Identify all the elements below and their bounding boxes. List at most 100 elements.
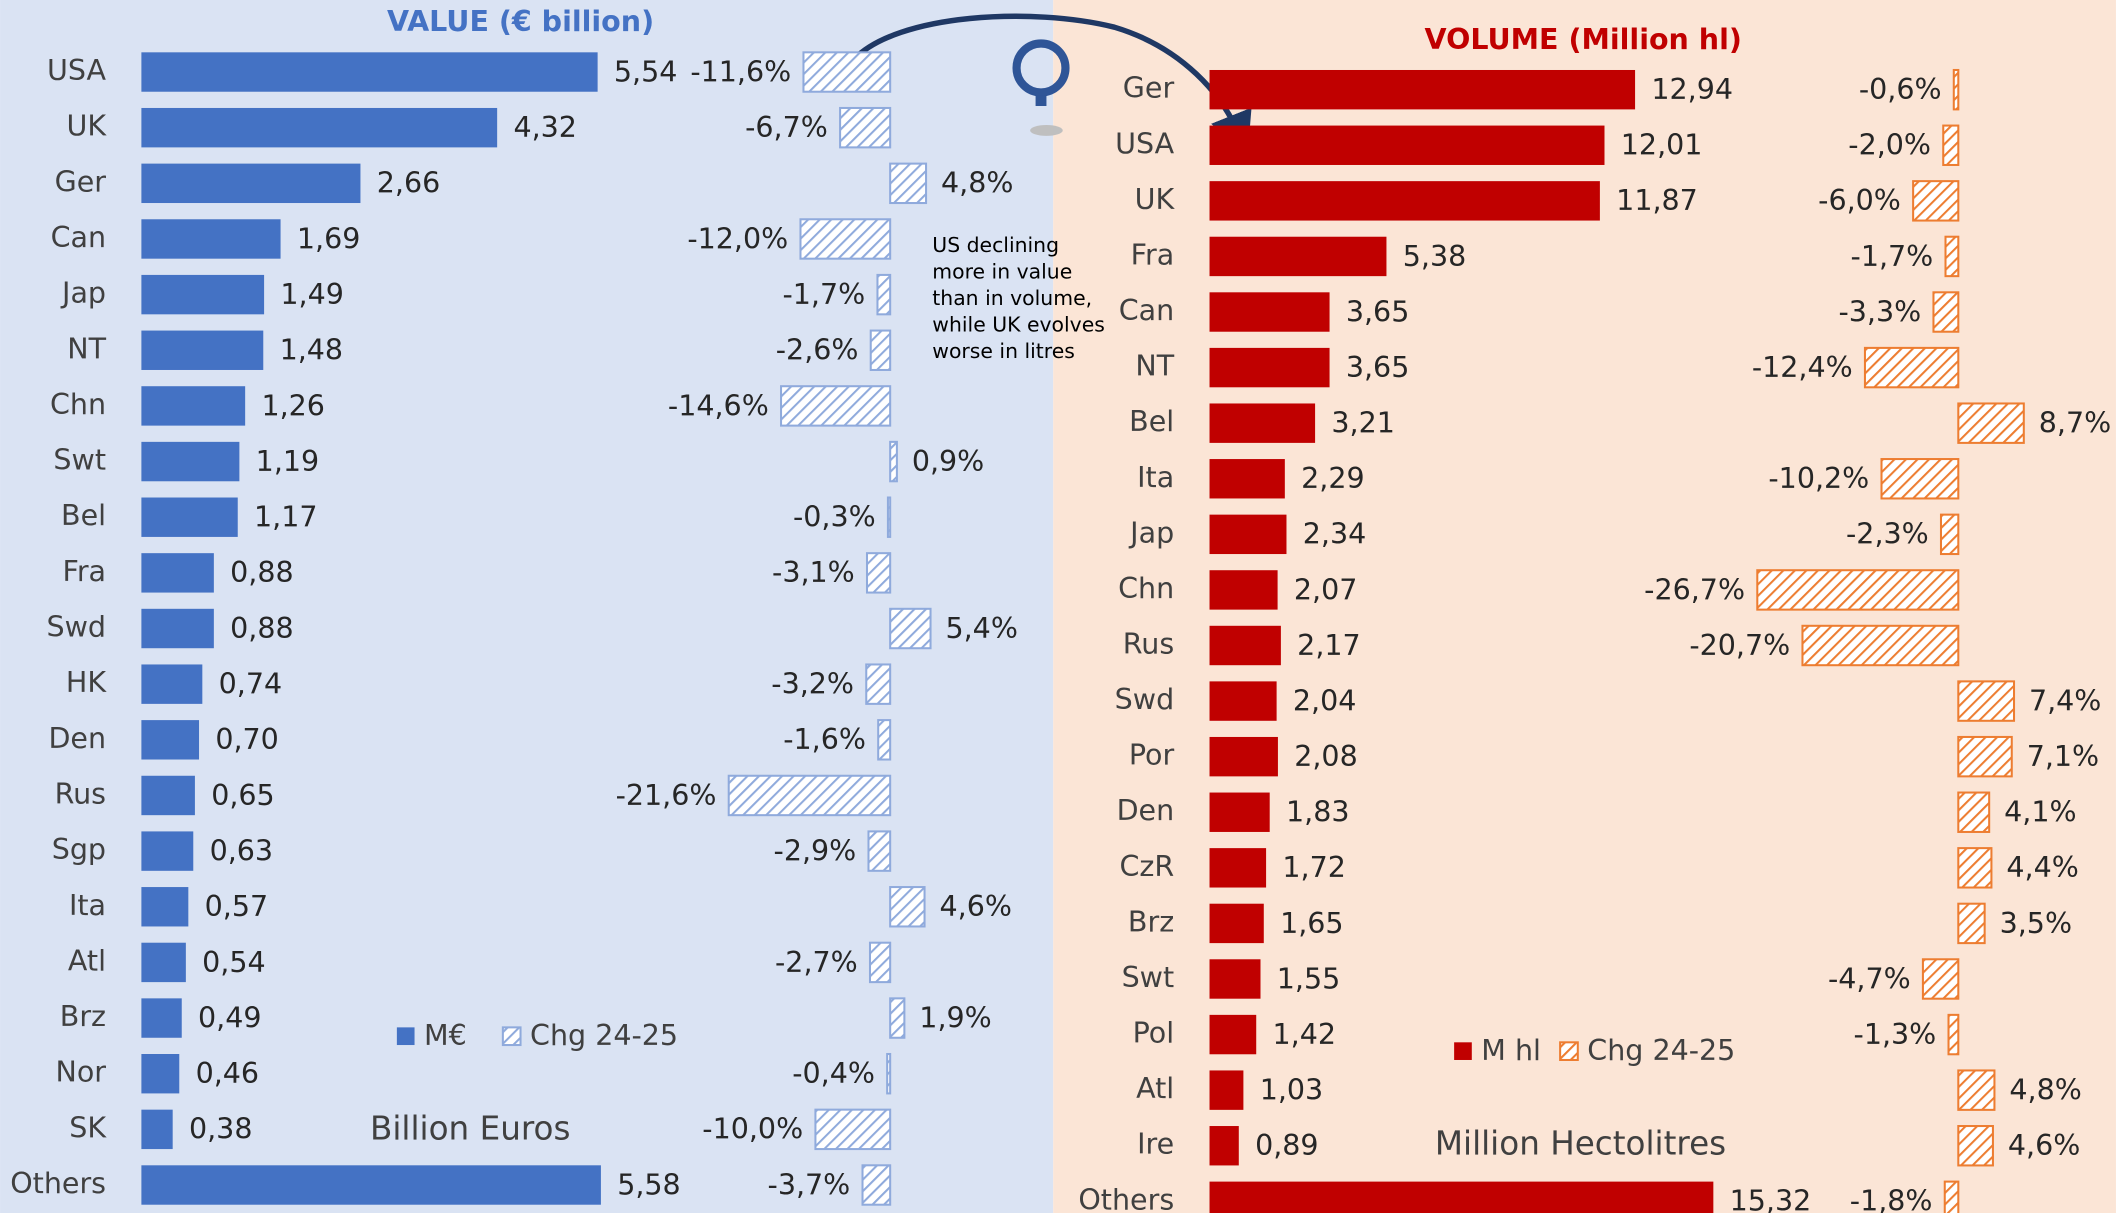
- change-label: -0,3%: [793, 501, 876, 534]
- bar: [1210, 459, 1285, 498]
- value-label: 0,38: [189, 1113, 253, 1146]
- change-bar: [1945, 1182, 1959, 1213]
- value-label: 12,94: [1651, 73, 1733, 106]
- value-label: 11,87: [1616, 184, 1698, 217]
- change-bar: [1941, 515, 1958, 554]
- change-label: -1,6%: [783, 723, 866, 756]
- change-label: -4,7%: [1828, 962, 1911, 995]
- change-bar: [1923, 959, 1958, 998]
- change-bar: [878, 720, 890, 759]
- value-label: 2,08: [1294, 740, 1358, 773]
- change-label: 4,6%: [2008, 1129, 2080, 1162]
- value-label: 1,65: [1280, 907, 1344, 940]
- change-label: 7,4%: [2029, 684, 2101, 717]
- change-bar: [815, 1110, 890, 1149]
- change-label: -2,6%: [776, 334, 859, 367]
- change-label: -2,9%: [774, 834, 857, 867]
- value-label: 0,70: [215, 723, 279, 756]
- bar: [1210, 1182, 1714, 1213]
- category-label: HK: [66, 666, 107, 699]
- change-label: -11,6%: [690, 55, 791, 88]
- category-label: Atl: [1136, 1072, 1174, 1105]
- category-label: Ger: [1123, 72, 1175, 105]
- change-bar: [890, 887, 924, 926]
- bar: [1210, 848, 1267, 887]
- bar: [1210, 1015, 1257, 1054]
- bar: [141, 108, 497, 147]
- bar: [1210, 237, 1387, 276]
- value-label: 1,26: [261, 389, 325, 422]
- category-label: Swt: [1122, 961, 1175, 994]
- value-label: 1,42: [1273, 1018, 1337, 1051]
- category-label: Others: [10, 1167, 106, 1200]
- category-label: Chn: [50, 388, 106, 421]
- change-bar: [1882, 459, 1959, 498]
- value-label: 1,48: [280, 334, 344, 367]
- change-bar: [890, 442, 897, 481]
- value-label: 1,19: [256, 445, 319, 478]
- bar: [1210, 515, 1287, 554]
- category-label: Nor: [56, 1056, 107, 1089]
- change-label: 5,4%: [945, 612, 1017, 645]
- category-label: Sgp: [52, 833, 106, 866]
- category-label: Bel: [61, 499, 106, 532]
- bar: [1210, 793, 1270, 832]
- change-label: -1,7%: [782, 278, 865, 311]
- bar: [141, 553, 213, 592]
- change-bar: [866, 664, 890, 703]
- bar: [141, 275, 264, 314]
- chart-title: VOLUME (Million hl): [1425, 23, 1742, 56]
- value-label: 5,54: [614, 55, 678, 88]
- change-bar: [1865, 348, 1958, 387]
- value-label: 15,32: [1730, 1185, 1812, 1213]
- bar: [141, 664, 202, 703]
- category-label: Others: [1078, 1183, 1174, 1213]
- bar: [141, 52, 597, 91]
- category-label: Jap: [60, 277, 106, 310]
- change-label: 8,7%: [2039, 407, 2111, 440]
- change-label: -6,7%: [745, 111, 828, 144]
- value-label: 0,88: [230, 612, 293, 645]
- value-label: 2,17: [1297, 629, 1360, 662]
- change-label: -3,2%: [771, 668, 854, 701]
- legend-label: Chg 24-25: [530, 1019, 678, 1052]
- change-bar: [1949, 1015, 1959, 1054]
- change-bar: [1958, 737, 2011, 776]
- category-label: Swt: [53, 444, 106, 477]
- change-label: 4,8%: [941, 167, 1013, 200]
- legend-swatch: [397, 1027, 415, 1045]
- bar: [141, 1054, 179, 1093]
- change-bar: [1958, 1126, 1993, 1165]
- bar: [1210, 70, 1636, 109]
- change-label: -12,0%: [687, 222, 788, 255]
- category-label: USA: [1115, 127, 1175, 160]
- change-label: -14,6%: [668, 389, 769, 422]
- value-label: 1,49: [280, 278, 344, 311]
- bar: [141, 1110, 172, 1149]
- change-bar: [729, 776, 890, 815]
- chart-title: VALUE (€ billion): [387, 5, 654, 38]
- category-label: SK: [69, 1111, 107, 1144]
- bar: [1210, 1126, 1239, 1165]
- change-label: -2,3%: [1846, 518, 1929, 551]
- value-label: 0,74: [219, 668, 282, 701]
- legend-label: M€: [424, 1019, 467, 1052]
- value-label: 0,54: [202, 946, 266, 979]
- change-bar: [800, 219, 890, 258]
- change-label: -2,0%: [1848, 129, 1931, 162]
- change-bar: [890, 164, 926, 203]
- value-label: 2,34: [1303, 518, 1367, 551]
- change-bar: [803, 52, 890, 91]
- value-label: 1,55: [1277, 962, 1341, 995]
- value-label: 2,66: [377, 167, 441, 200]
- value-label: 1,17: [254, 501, 317, 534]
- category-label: Swd: [47, 611, 107, 644]
- value-label: 3,21: [1331, 407, 1395, 440]
- category-label: Chn: [1118, 572, 1174, 605]
- value-label: 0,89: [1255, 1129, 1319, 1162]
- value-label: 3,65: [1346, 351, 1409, 384]
- change-label: -10,0%: [702, 1113, 803, 1146]
- callout-line: while UK evolves: [932, 312, 1105, 336]
- bar: [1210, 570, 1278, 609]
- change-bar: [1933, 292, 1958, 331]
